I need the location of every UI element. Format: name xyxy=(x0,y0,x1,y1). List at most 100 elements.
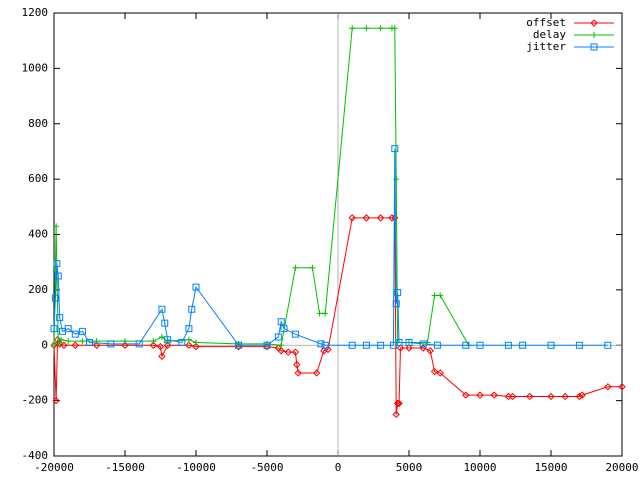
x-tick-label: 5000 xyxy=(396,461,423,474)
point xyxy=(317,340,325,348)
x-tick-label: -15000 xyxy=(105,461,145,474)
legend-label: offset xyxy=(526,16,566,29)
point xyxy=(71,341,80,349)
point xyxy=(71,330,79,338)
point xyxy=(60,341,68,349)
point xyxy=(185,341,193,349)
point xyxy=(150,338,157,345)
point xyxy=(348,341,356,349)
y-tick-label: 1000 xyxy=(22,61,49,74)
point xyxy=(193,339,199,346)
y-tick-label: -200 xyxy=(22,394,49,407)
point xyxy=(192,342,200,351)
point xyxy=(377,25,384,32)
point xyxy=(56,314,64,322)
point xyxy=(263,341,271,349)
point xyxy=(419,340,427,348)
point xyxy=(163,341,172,349)
legend-marker xyxy=(590,43,598,51)
point xyxy=(284,348,293,356)
point xyxy=(161,319,169,327)
point xyxy=(107,340,115,348)
point xyxy=(53,260,61,268)
point xyxy=(389,341,397,349)
point xyxy=(348,214,356,222)
point xyxy=(547,392,555,401)
point xyxy=(65,338,72,345)
point xyxy=(508,392,517,401)
point xyxy=(51,342,57,349)
point xyxy=(51,294,59,302)
point xyxy=(519,341,527,349)
point xyxy=(437,292,444,299)
point xyxy=(278,342,285,349)
point xyxy=(476,391,484,399)
point xyxy=(235,341,243,349)
y-tick-label: 600 xyxy=(28,172,48,185)
point xyxy=(55,339,62,346)
legend-marker xyxy=(591,32,597,38)
point xyxy=(277,347,285,355)
point xyxy=(135,340,143,348)
point xyxy=(79,338,86,345)
x-tick-label: 10000 xyxy=(463,461,496,474)
point xyxy=(86,338,93,346)
point xyxy=(504,341,512,349)
y-tick-label: 0 xyxy=(41,338,48,351)
x-tick-label: -20000 xyxy=(34,461,74,474)
point xyxy=(395,399,403,408)
point xyxy=(185,336,192,343)
point xyxy=(158,305,166,313)
point xyxy=(436,369,444,377)
point xyxy=(433,341,441,349)
point xyxy=(156,342,165,351)
point xyxy=(430,367,439,376)
point xyxy=(431,292,438,299)
point xyxy=(58,336,65,343)
point xyxy=(362,214,371,222)
point xyxy=(291,330,299,338)
point xyxy=(321,341,329,349)
point xyxy=(490,391,498,399)
point xyxy=(294,369,302,377)
point xyxy=(392,300,400,308)
point xyxy=(291,348,300,356)
point xyxy=(178,338,186,346)
x-tick-label: 0 xyxy=(335,461,342,474)
point xyxy=(578,391,586,399)
point xyxy=(292,264,299,271)
point xyxy=(149,341,158,349)
point xyxy=(78,327,86,335)
point xyxy=(362,341,370,349)
point xyxy=(391,25,398,32)
point xyxy=(396,344,405,352)
point xyxy=(377,341,385,349)
point xyxy=(92,341,101,349)
point xyxy=(158,352,166,361)
point xyxy=(316,310,323,317)
x-tick-label: 15000 xyxy=(534,461,567,474)
point xyxy=(158,333,165,340)
point xyxy=(349,25,356,32)
point xyxy=(50,325,58,333)
series-line xyxy=(53,148,608,346)
point xyxy=(376,214,385,222)
point xyxy=(277,318,285,326)
point xyxy=(462,391,470,399)
point xyxy=(405,344,413,352)
point xyxy=(575,392,584,401)
legend-label: delay xyxy=(533,28,566,41)
point xyxy=(405,338,413,346)
point xyxy=(561,392,569,401)
y-tick-label: 1200 xyxy=(22,6,49,19)
point xyxy=(309,264,316,271)
point xyxy=(525,392,534,401)
y-tick-label: 400 xyxy=(28,228,48,241)
point xyxy=(192,283,200,291)
series-line xyxy=(53,27,470,346)
point xyxy=(363,25,370,32)
point xyxy=(618,383,626,391)
point xyxy=(394,289,402,297)
point xyxy=(54,272,62,280)
